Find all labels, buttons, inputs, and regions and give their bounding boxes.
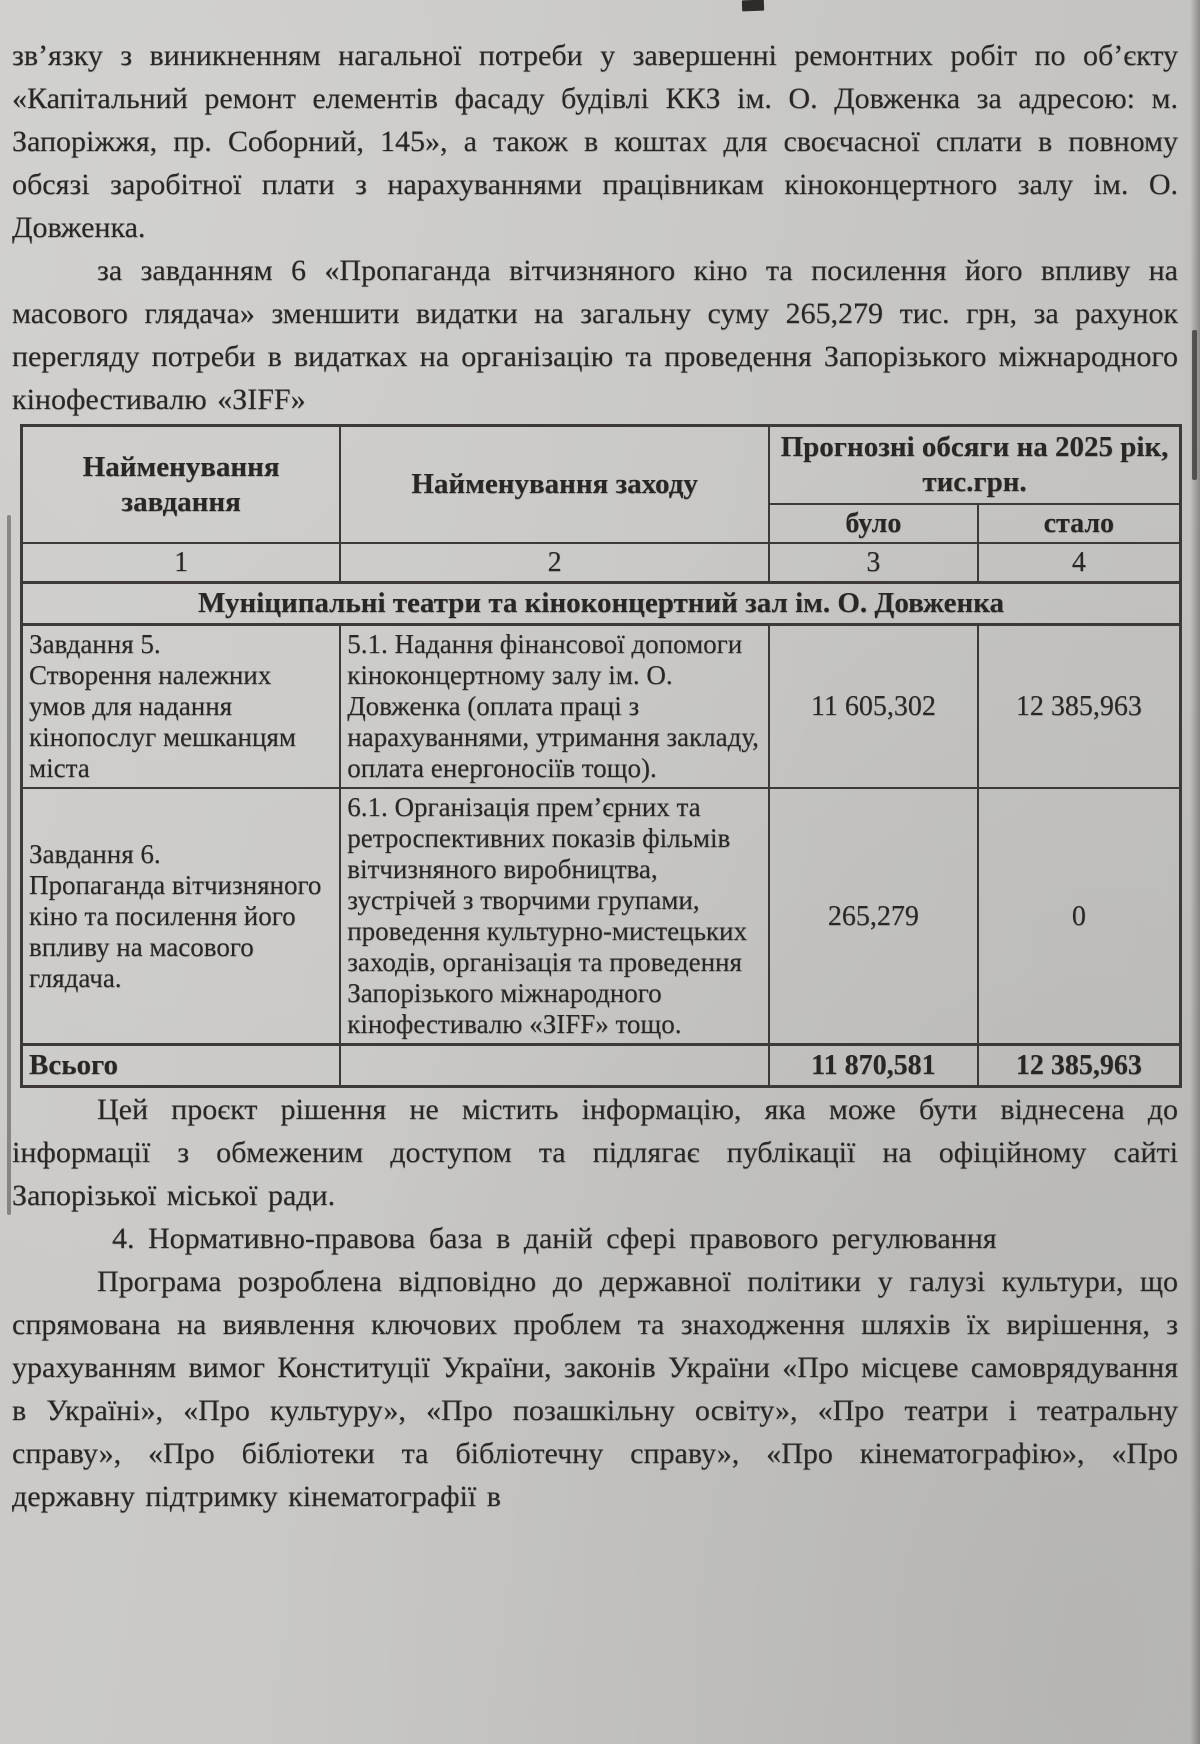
col-header-forecast-2025: Прогнозні обсяги на 2025 рік, тис.грн. <box>768 424 1182 505</box>
table-header-row: Найменування завдання Найменування заход… <box>20 424 1182 544</box>
page-number-fragment <box>741 0 765 12</box>
column-number: 3 <box>768 542 979 584</box>
section-title-row: Муніципальні театри та кіноконцертний за… <box>20 581 1182 626</box>
section-title: Муніципальні театри та кіноконцертний за… <box>20 581 1182 626</box>
col-subheader-now: стало <box>976 503 1182 544</box>
table-row: Завдання 5. Створення належних умов для … <box>20 623 1182 789</box>
table-subheader-row: було стало <box>22 503 1182 544</box>
paragraph-task6-reduction: за завданням 6 «Пропаганда вітчизняного … <box>12 254 1178 416</box>
paragraph-no-restricted-info: Цей проєкт рішення не містить інформацію… <box>12 1093 1178 1212</box>
paragraph-program-legal-basis: Програма розроблена відповідно до держав… <box>12 1265 1178 1513</box>
heading-legal-base: 4. Нормативно-правова база в даній сфері… <box>112 1222 997 1255</box>
column-number: 1 <box>20 542 342 584</box>
total-label: Всього <box>20 1043 342 1088</box>
scan-artifact-line <box>7 515 11 1215</box>
col-header-task-name: Найменування завдання <box>20 424 342 544</box>
total-now-value: 12 385,963 <box>976 1043 1182 1088</box>
col-header-measure-name: Найменування заходу <box>339 424 771 544</box>
scan-artifact-line <box>1192 330 1197 480</box>
cell-was-value: 11 605,302 <box>768 623 979 789</box>
cell-task-6: Завдання 6. Пропаганда вітчизняного кіно… <box>20 787 342 1046</box>
scan-edge-shadow <box>1190 0 1200 1744</box>
column-number: 2 <box>339 542 771 584</box>
column-number-row: 1 2 3 4 <box>20 542 1182 584</box>
document-content: зв’язку з виникненням нагальної потреби … <box>12 34 1184 1518</box>
paragraph-remont-needs: зв’язку з виникненням нагальної потреби … <box>12 39 1178 244</box>
cell-measure-5-1: 5.1. Надання фінансової допомоги кінокон… <box>339 623 771 789</box>
cell-task-5: Завдання 5. Створення належних умов для … <box>20 623 342 789</box>
col-subheader-was: було <box>768 503 979 544</box>
table-row: Завдання 6. Пропаганда вітчизняного кіно… <box>20 787 1182 1046</box>
cell-measure-6-1: 6.1. Організація прем’єрних та ретроспек… <box>339 787 771 1046</box>
cell-now-value: 12 385,963 <box>976 623 1182 789</box>
budget-table: Найменування завдання Найменування заход… <box>20 424 1182 1088</box>
total-was-value: 11 870,581 <box>768 1043 979 1088</box>
total-row: Всього 11 870,581 12 385,963 <box>20 1043 1182 1088</box>
total-empty-cell <box>339 1043 771 1088</box>
cell-was-value: 265,279 <box>768 787 979 1046</box>
column-number: 4 <box>976 542 1182 584</box>
cell-now-value: 0 <box>976 787 1182 1046</box>
